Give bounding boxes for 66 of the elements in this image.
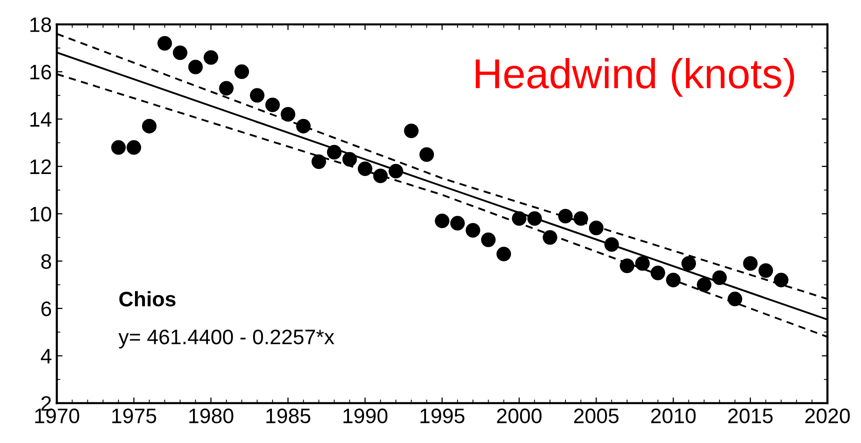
point [620, 258, 634, 274]
point [450, 216, 465, 230]
point [373, 168, 388, 184]
point [681, 256, 696, 271]
point [728, 292, 742, 306]
point [512, 211, 526, 226]
x-tick-label: 1975 [112, 408, 156, 424]
y-tick-label: 18 [30, 17, 52, 32]
annotation: y= 461.4400 - 0.2257*x [118, 330, 334, 348]
y-tick-label: 14 [30, 112, 52, 127]
point [542, 230, 558, 245]
point [358, 161, 372, 176]
point [250, 88, 264, 103]
point [666, 272, 681, 288]
point [404, 124, 419, 138]
point [496, 246, 512, 262]
y-tick-label: 10 [30, 206, 52, 222]
point [142, 118, 157, 134]
point [312, 154, 326, 169]
point [481, 232, 496, 248]
point [126, 140, 142, 155]
x-tick-label: 2020 [805, 408, 850, 424]
point [265, 98, 280, 112]
point [635, 256, 650, 271]
point [712, 270, 727, 285]
point [696, 277, 712, 292]
point [234, 64, 250, 79]
point [280, 107, 296, 122]
point [466, 223, 480, 238]
point [774, 272, 788, 288]
point [419, 147, 434, 162]
point [558, 208, 573, 224]
text: Headwind (knots) [476, 58, 794, 97]
point [588, 220, 604, 236]
y-tick-label: 8 [41, 254, 52, 269]
x-tick-label: 2015 [728, 408, 773, 424]
x-tick-label: 1980 [189, 408, 234, 424]
x-tick-label: 2005 [574, 408, 619, 424]
point [172, 45, 188, 60]
point [157, 36, 172, 51]
point [342, 152, 357, 167]
y-tick-label: 6 [41, 301, 52, 316]
x-tick-label: 1995 [420, 408, 464, 424]
x-tick-label: 1990 [343, 408, 388, 424]
point [111, 140, 126, 155]
x-tick-label: 1985 [266, 408, 310, 424]
point [204, 50, 218, 65]
point [388, 164, 404, 178]
point [527, 211, 542, 226]
point [650, 266, 666, 280]
point [219, 81, 234, 96]
point [574, 211, 588, 226]
point [434, 214, 450, 228]
point [326, 144, 342, 160]
point [604, 237, 619, 252]
point [743, 256, 758, 271]
point [296, 118, 311, 134]
x-tick-label: 1970 [35, 408, 80, 424]
x-tick-label: 2000 [497, 408, 542, 424]
point [188, 60, 203, 74]
annotation: Chios [119, 291, 176, 306]
y-tick-label: 16 [30, 64, 52, 80]
y-tick-label: 4 [40, 349, 52, 364]
y-tick-label: 12 [30, 159, 51, 174]
point [758, 263, 774, 278]
x-tick-label: 2010 [651, 408, 696, 424]
